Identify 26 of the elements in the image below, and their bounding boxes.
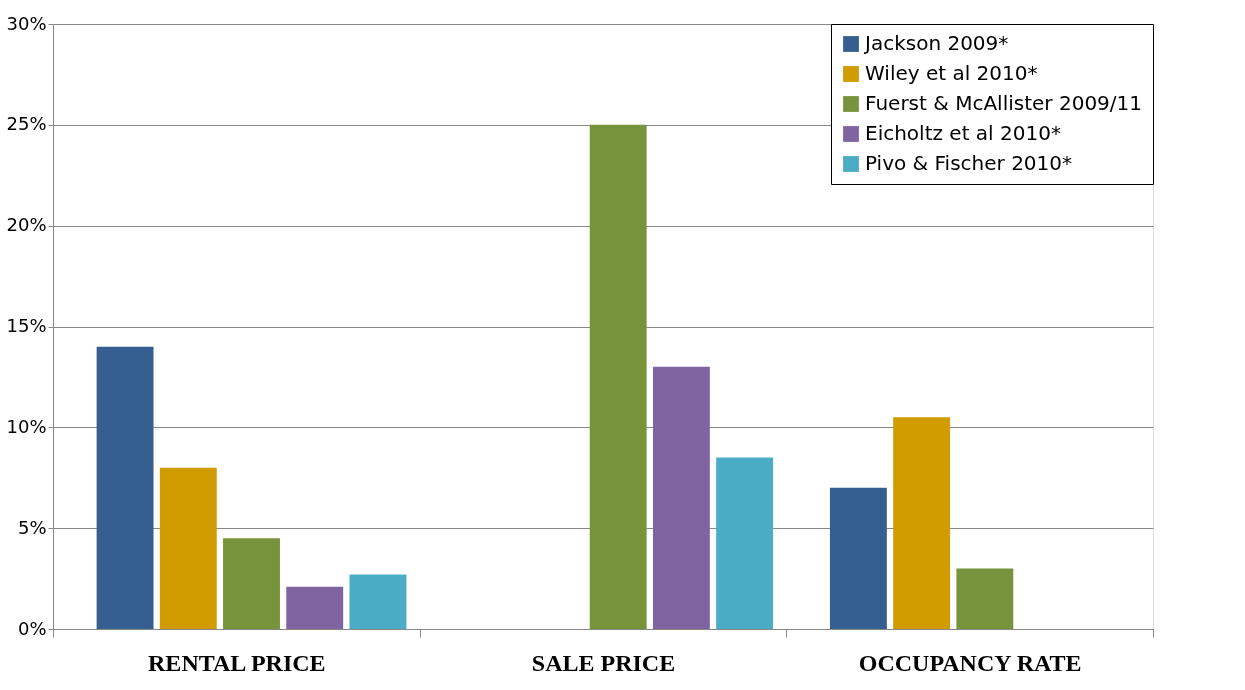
y-tick-label: 30% xyxy=(6,12,47,34)
x-tick-label: RENTAL PRICE xyxy=(148,649,326,676)
bar xyxy=(652,366,710,629)
y-tick-label: 25% xyxy=(6,113,47,135)
bar xyxy=(96,346,154,629)
bar xyxy=(159,467,217,629)
bar xyxy=(829,487,887,629)
legend-label: Eicholtz et al 2010* xyxy=(865,121,1061,145)
y-tick-label: 15% xyxy=(6,315,47,336)
y-tick-label: 10% xyxy=(6,415,47,437)
x-tick-label: SALE PRICE xyxy=(531,649,676,676)
bar xyxy=(223,538,280,629)
y-tick-label: 5% xyxy=(17,516,47,538)
legend-label: Pivo & Fischer 2010* xyxy=(865,151,1073,175)
bar xyxy=(589,124,647,629)
bar xyxy=(893,417,951,629)
y-tick-label: 0% xyxy=(17,617,47,639)
bar xyxy=(956,568,1014,629)
legend-label: Fuerst & McAllister 2009/11 xyxy=(865,91,1143,115)
x-tick-label: OCCUPANCY RATE xyxy=(858,649,1082,676)
legend-label: Jackson 2009* xyxy=(863,31,1009,55)
bar xyxy=(286,586,344,629)
bar xyxy=(349,574,407,629)
bar xyxy=(716,457,774,629)
y-tick-label: 20% xyxy=(6,214,47,236)
legend-label: Wiley et al 2010* xyxy=(865,61,1038,85)
